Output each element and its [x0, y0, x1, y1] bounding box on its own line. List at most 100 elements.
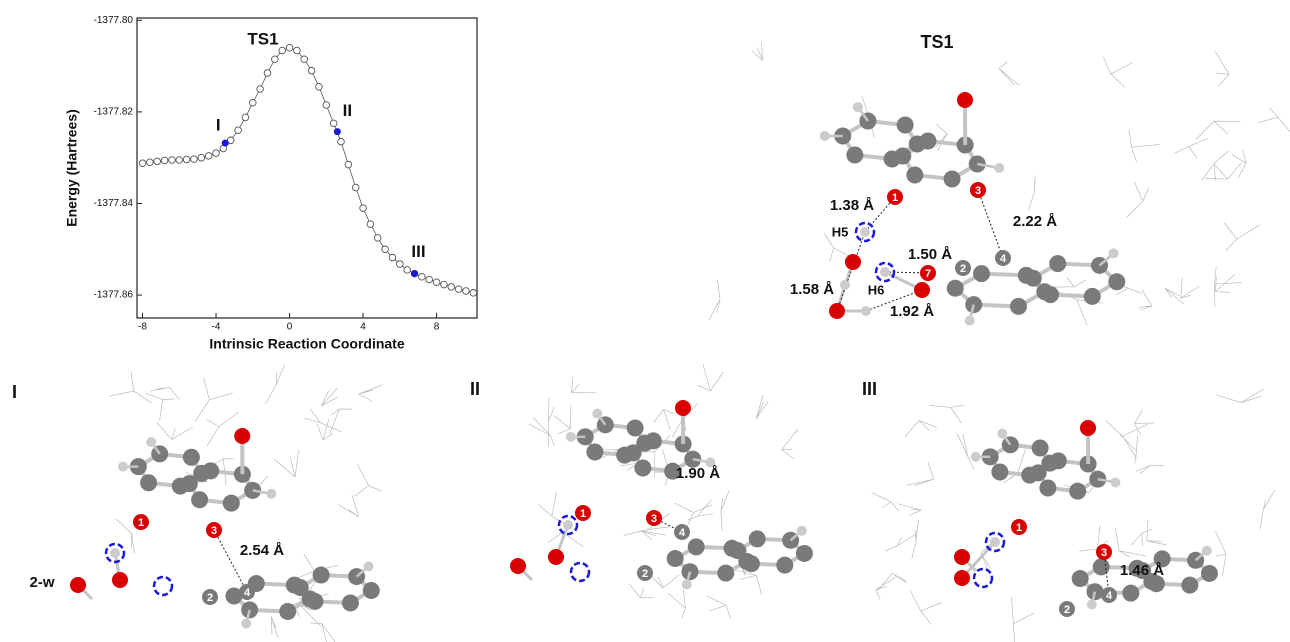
distance-line: [977, 189, 1004, 259]
point: [447, 283, 456, 291]
point: [374, 234, 382, 242]
atom: [997, 428, 1008, 439]
point: [241, 113, 250, 122]
atom: [914, 282, 930, 298]
atom: [279, 602, 297, 620]
atom: [1134, 562, 1152, 580]
molecules: [70, 41, 1290, 642]
atom: [919, 132, 937, 150]
atom: [943, 170, 961, 188]
point: [293, 46, 301, 55]
structure-label: 2.22 Å: [1013, 213, 1057, 230]
atom-marker: [970, 182, 986, 198]
h-highlight: [152, 575, 174, 597]
y-tick-label: -1377.86: [94, 290, 134, 301]
atom: [954, 549, 970, 565]
atom: [973, 265, 991, 283]
atom: [991, 463, 1009, 481]
distance-line: [836, 231, 866, 312]
atom-number: 4: [1106, 590, 1113, 602]
atom: [957, 92, 973, 108]
atom: [563, 520, 573, 530]
atom: [634, 459, 652, 477]
atom: [1086, 599, 1097, 610]
atom: [852, 102, 863, 113]
atom-number: 3: [1101, 547, 1107, 559]
atom-marker: [674, 524, 690, 540]
point: [190, 155, 198, 163]
structure-label: 1.90 Å: [676, 465, 720, 482]
structure-label: 1.50 Å: [908, 246, 952, 263]
h-highlight: [972, 567, 994, 589]
atom-marker: [1101, 587, 1117, 603]
atom-marker: [239, 584, 255, 600]
atom: [182, 448, 200, 466]
atom: [70, 577, 86, 593]
point: [160, 156, 169, 165]
atom: [880, 267, 890, 277]
atom: [796, 525, 807, 536]
y-axis-label: Energy (Hartrees): [64, 109, 80, 227]
atom: [1092, 558, 1110, 576]
atom: [266, 488, 277, 499]
atom: [860, 227, 870, 237]
atom: [954, 570, 970, 586]
atom: [362, 582, 380, 600]
atom: [234, 428, 251, 444]
structure-label: 2-w: [29, 574, 54, 591]
atom-marker: [637, 565, 653, 581]
atom: [906, 166, 924, 184]
point: [425, 275, 433, 284]
x-tick-label: -4: [212, 322, 221, 333]
panel-label: II: [470, 379, 480, 399]
structure-label: 1.38 Å: [830, 197, 874, 214]
point: [234, 126, 242, 134]
atom-number: 2: [207, 592, 213, 604]
atom-marker: [646, 510, 662, 526]
atom: [681, 579, 692, 590]
atom-marker: [206, 522, 222, 538]
atom-marker: [1011, 519, 1027, 535]
structure-label: 1.46 Å: [1120, 562, 1164, 579]
atom: [896, 116, 914, 134]
point: [212, 149, 220, 157]
structure-label: 1.58 Å: [790, 281, 834, 298]
atom: [626, 419, 644, 437]
h-highlight: [854, 221, 876, 243]
point: [337, 137, 345, 146]
panel-labels: TS1 1.38 Å H5 1.50 Å 2.22 Å 1.58 Å H6 1.92 Å 1 3 7…: [12, 32, 1164, 617]
point-label: III: [411, 242, 425, 261]
atom: [592, 408, 603, 419]
point: [462, 287, 470, 295]
atom: [110, 548, 120, 558]
atom-number: 1: [138, 517, 144, 529]
atom: [687, 538, 705, 556]
atom: [666, 550, 684, 568]
atom-number: 4: [1000, 253, 1007, 265]
point: [153, 157, 161, 166]
point-label: I: [216, 116, 221, 135]
atom-number: 4: [679, 527, 686, 539]
atom-marker: [920, 265, 936, 281]
atom: [1024, 269, 1042, 287]
atom: [1122, 584, 1140, 602]
atom: [1083, 287, 1101, 305]
chart: -1377.80 -1377.82 -1377.84 -1377.86 -8 -4 0 4 8 I…: [64, 15, 478, 352]
atom: [644, 432, 662, 450]
atom-marker: [995, 250, 1011, 266]
atom: [565, 431, 576, 442]
atom: [202, 462, 220, 480]
atom: [222, 494, 240, 512]
y-tick-label: -1377.82: [94, 107, 134, 118]
x-axis-label: Intrinsic Reaction Coordinate: [209, 336, 404, 352]
x-tick-label: -8: [138, 322, 147, 333]
atom: [861, 306, 871, 316]
point: [440, 280, 448, 289]
atom: [1031, 439, 1049, 457]
point: [226, 136, 235, 145]
y-tick-label: -1377.84: [94, 198, 134, 209]
point: [204, 152, 213, 160]
point: [403, 266, 411, 274]
atom: [946, 279, 964, 297]
